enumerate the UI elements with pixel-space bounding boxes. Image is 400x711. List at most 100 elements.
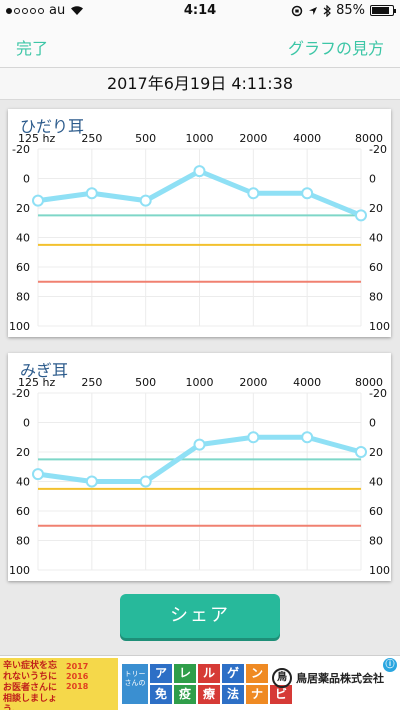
data-point xyxy=(247,187,260,200)
x-tick-label: 1000 xyxy=(186,376,214,389)
y-tick-label-right: 0 xyxy=(369,417,376,430)
data-point xyxy=(301,187,314,200)
y-tick-label-right: 80 xyxy=(369,291,383,304)
ad-tile: 疫 xyxy=(174,685,196,704)
data-point xyxy=(139,475,152,488)
x-tick-label: 2000 xyxy=(239,376,267,389)
status-left: au xyxy=(6,3,84,18)
x-tick-label: 500 xyxy=(135,132,156,145)
y-tick-label-right: 60 xyxy=(369,261,383,274)
y-tick-label-left: 0 xyxy=(23,417,30,430)
data-point xyxy=(247,431,260,444)
y-tick-label-left: -20 xyxy=(12,387,30,400)
ad-year: 2017 xyxy=(66,662,89,671)
ad-left-text: 辛い症状を忘れないうちにお医者さんに相談しましょう。 xyxy=(3,661,58,710)
battery-icon xyxy=(370,5,396,16)
ad-tile: ル xyxy=(198,664,220,683)
data-point xyxy=(355,209,367,222)
ad-year: 2016 xyxy=(66,672,89,681)
graph-guide-button[interactable]: グラフの見方 xyxy=(287,39,384,58)
left-ear-audiogram: -20 -20 0 0 20 20 40 40 60 60 80 80 100 100 125 hz 250 5… xyxy=(9,132,390,333)
data-point xyxy=(32,468,44,481)
ad-tile: 法 xyxy=(222,685,244,704)
y-tick-label-right: -20 xyxy=(369,387,387,400)
data-point xyxy=(193,438,206,451)
y-tick-label-left: 80 xyxy=(16,291,30,304)
y-tick-label-left: 20 xyxy=(16,446,30,459)
carrier-label: au xyxy=(49,3,66,18)
y-tick-label-left: 60 xyxy=(16,261,30,274)
ad-tile: 免 xyxy=(150,685,172,704)
y-tick-label-left: 40 xyxy=(16,476,30,489)
y-tick-label-right: -20 xyxy=(369,143,387,156)
ad-banner[interactable]: 辛い症状を忘れないうちにお医者さんに相談しましょう。 2017 2016 201… xyxy=(0,655,400,711)
done-button[interactable]: 完了 xyxy=(16,39,49,58)
ad-left-panel[interactable]: 辛い症状を忘れないうちにお医者さんに相談しましょう。 2017 2016 201… xyxy=(0,658,118,710)
ad-year: 2018 xyxy=(66,682,89,691)
right-ear-title: みぎ耳 xyxy=(20,361,69,380)
location-icon xyxy=(309,6,318,15)
ad-title-row-1: ア レ ル ゲ ン xyxy=(150,664,268,683)
ad-torry-label: トリーさんの xyxy=(122,664,148,704)
x-tick-label: 8000 xyxy=(355,376,383,389)
bluetooth-icon xyxy=(323,4,331,17)
y-tick-label-right: 40 xyxy=(369,476,383,489)
y-tick-label-right: 20 xyxy=(369,446,383,459)
ad-tile: ア xyxy=(150,664,172,683)
status-right: 85% xyxy=(291,3,396,18)
data-point xyxy=(139,194,152,207)
ad-tile: 療 xyxy=(198,685,220,704)
status-time: 4:14 xyxy=(183,3,217,18)
data-point xyxy=(193,165,206,178)
right-ear-chart-card: みぎ耳 -20 -20 0 0 20 20 40 40 60 60 80 80 100 100 125 hz… xyxy=(8,353,391,581)
y-tick-label-right: 100 xyxy=(369,320,390,333)
x-tick-label: 125 hz xyxy=(18,132,55,145)
x-tick-label: 500 xyxy=(135,376,156,389)
share-button[interactable]: シェア xyxy=(120,594,280,638)
wifi-icon xyxy=(71,6,84,15)
x-tick-label: 250 xyxy=(81,132,102,145)
x-tick-label: 8000 xyxy=(355,132,383,145)
y-tick-label-right: 0 xyxy=(369,173,376,186)
y-tick-label-left: 40 xyxy=(16,232,30,245)
y-tick-label-right: 20 xyxy=(369,202,383,215)
company-logo-icon: 鳥 xyxy=(272,668,292,688)
status-bar: au 4:14 85% xyxy=(0,0,400,22)
ad-tile: ゲ xyxy=(222,664,244,683)
ad-info-icon[interactable]: ⓘ xyxy=(383,658,397,672)
x-tick-label: 4000 xyxy=(293,376,321,389)
right-ear-audiogram: -20 -20 0 0 20 20 40 40 60 60 80 80 100 100 125 hz 250 5… xyxy=(9,376,390,577)
left-ear-chart-card: ひだり耳 -20 -20 0 0 20 20 40 40 60 60 80 80 100 100 125 h… xyxy=(8,109,391,337)
y-tick-label-left: 60 xyxy=(16,505,30,518)
ad-years: 2017 2016 2018 xyxy=(66,662,88,692)
y-tick-label-left: 80 xyxy=(16,535,30,548)
y-tick-label-left: 100 xyxy=(9,320,30,333)
x-tick-label: 125 hz xyxy=(18,376,55,389)
ad-company[interactable]: 鳥 鳥居薬品株式会社 xyxy=(272,668,384,688)
x-tick-label: 2000 xyxy=(239,132,267,145)
signal-strength-icon xyxy=(6,7,44,14)
y-tick-label-left: 0 xyxy=(23,173,30,186)
y-tick-label-right: 60 xyxy=(369,505,383,518)
ad-company-name: 鳥居薬品株式会社 xyxy=(296,672,384,685)
ad-tile: ビ xyxy=(270,685,292,704)
y-tick-label-right: 40 xyxy=(369,232,383,245)
y-tick-label-left: -20 xyxy=(12,143,30,156)
rotation-lock-icon xyxy=(291,5,303,16)
data-point xyxy=(301,431,314,444)
x-tick-label: 250 xyxy=(81,376,102,389)
data-point xyxy=(32,194,44,207)
data-point xyxy=(85,187,98,200)
ad-title-panel[interactable]: トリーさんの ア レ ル ゲ ン 免 疫 療 法 ナ ビ xyxy=(122,664,292,704)
y-tick-label-right: 100 xyxy=(369,564,390,577)
battery-fill xyxy=(372,7,389,14)
ad-tile: ナ xyxy=(246,685,268,704)
x-tick-label: 1000 xyxy=(186,132,214,145)
data-point xyxy=(355,446,367,458)
nav-bar: 完了 グラフの見方 xyxy=(0,22,400,68)
left-ear-title: ひだり耳 xyxy=(20,117,85,136)
data-point xyxy=(85,475,98,488)
y-tick-label-left: 20 xyxy=(16,202,30,215)
x-tick-label: 4000 xyxy=(293,132,321,145)
ad-tile: レ xyxy=(174,664,196,683)
